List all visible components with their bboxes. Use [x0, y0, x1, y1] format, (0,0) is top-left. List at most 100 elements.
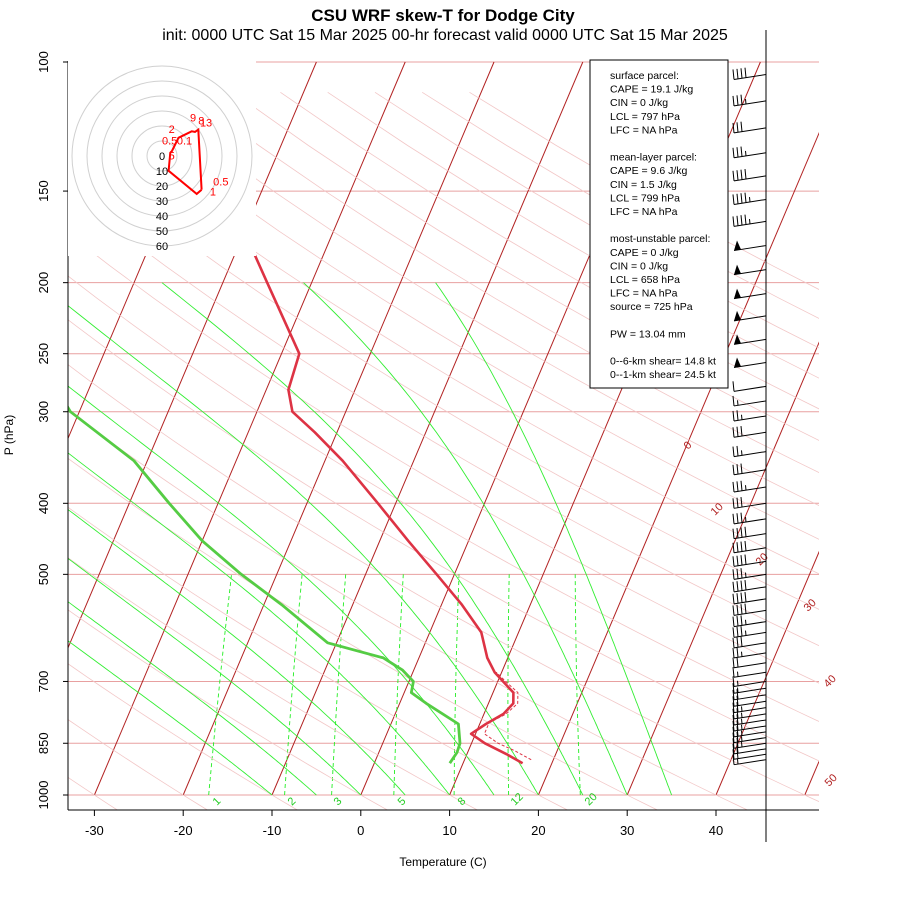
x-tick-label: -30	[85, 823, 104, 838]
wind-barb	[732, 381, 767, 392]
moist-adiabat	[68, 452, 450, 796]
wind-barb	[732, 192, 767, 205]
hodograph-ring	[146, 140, 178, 172]
y-axis-label: P (hPa)	[2, 415, 16, 455]
wind-barb	[732, 169, 767, 182]
hodograph-ring	[116, 110, 208, 202]
wind-barb	[732, 526, 767, 540]
hodograph-height-label: 0.1	[177, 135, 192, 147]
wind-barb	[733, 264, 767, 276]
dry-adiabat	[280, 91, 819, 410]
wind-barb	[732, 701, 767, 714]
x-tick-label: 10	[442, 823, 456, 838]
hodograph-height-label: 1	[210, 187, 216, 199]
y-tick-label: 250	[36, 343, 51, 365]
wind-barb	[732, 540, 767, 554]
hodograph-height-label: 9	[190, 112, 196, 124]
dry-adiabat	[68, 609, 389, 810]
wind-barb	[732, 426, 767, 438]
info-line: 0--6-km shear= 14.8 kt	[610, 356, 716, 368]
wind-barb	[732, 603, 767, 616]
y-tick-label: 400	[36, 492, 51, 514]
isotherm-40	[715, 550, 819, 796]
wind-barb	[732, 512, 767, 525]
x-tick-label: 0	[357, 823, 364, 838]
dry-adiabat	[68, 663, 299, 810]
moist-adiabat	[68, 557, 362, 796]
dry-adiabat	[68, 557, 479, 810]
hodograph-ring-label: 10	[156, 166, 168, 178]
wind-barb	[732, 737, 767, 749]
moist-adiabat	[68, 640, 273, 796]
wind-barb	[732, 657, 767, 669]
info-line: LFC = NA hPa	[610, 124, 678, 136]
wind-barb	[732, 754, 767, 766]
dry-adiabat	[68, 364, 819, 803]
mixing-ratio-12	[507, 574, 510, 796]
wind-barb	[732, 410, 767, 422]
mixing-ratio-1	[208, 574, 232, 796]
x-tick-label: 30	[620, 823, 634, 838]
moist-adiabat	[161, 282, 584, 796]
wind-barb	[732, 626, 767, 638]
wind-barb	[733, 310, 767, 322]
wind-barb	[732, 667, 767, 678]
isobar-lines	[68, 61, 819, 796]
x-tick-label: -20	[174, 823, 193, 838]
mixing-ratio-5	[393, 574, 404, 796]
info-line: PW = 13.04 mm	[610, 328, 686, 340]
hodograph-height-label: 5	[169, 150, 175, 162]
info-line: source = 725 hPa	[610, 301, 693, 313]
wind-barb	[732, 636, 767, 649]
parcel-profile	[483, 671, 532, 761]
x-axis-label: Temperature (C)	[399, 855, 486, 869]
dry-adiabat	[68, 233, 819, 684]
wind-barb	[733, 334, 767, 345]
info-line: 0--1-km shear= 24.5 kt	[610, 369, 716, 381]
hodograph-ring	[101, 95, 223, 217]
wind-barb	[732, 726, 767, 738]
x-tick-label: -10	[263, 823, 282, 838]
wind-barb	[732, 121, 767, 134]
wind-barb	[732, 683, 767, 694]
isotherm-20	[537, 131, 819, 796]
dry-adiabat	[68, 719, 209, 810]
info-line: LFC = NA hPa	[610, 206, 678, 218]
info-line: most-unstable parcel:	[610, 233, 710, 245]
x-axis-ticks: -30 -20 -10 0 10 20 30 40	[85, 810, 723, 838]
wind-barb	[732, 146, 767, 159]
y-tick-label: 700	[36, 671, 51, 693]
wind-barb	[732, 743, 767, 755]
moist-adiabat	[68, 601, 317, 796]
info-line: LCL = 658 hPa	[610, 274, 680, 286]
y-tick-label: 1000	[36, 781, 51, 810]
hodograph-trace	[167, 127, 203, 196]
info-line: LFC = NA hPa	[610, 288, 678, 300]
wind-barb	[733, 288, 767, 300]
temperature-profile	[133, 61, 524, 765]
dry-adiabat	[68, 319, 819, 762]
wind-barb	[733, 357, 767, 368]
wind-barb	[732, 731, 767, 744]
info-line: surface parcel:	[610, 70, 679, 82]
info-box-frame	[589, 59, 729, 389]
wind-barb	[732, 554, 767, 567]
hodograph-height-label: 0.5	[213, 177, 228, 189]
y-tick-label: 500	[36, 563, 51, 585]
dry-adiabat	[68, 111, 819, 575]
wind-barbs	[732, 67, 767, 766]
info-line: CAPE = 0 J/kg	[610, 247, 679, 259]
wind-barb	[732, 695, 767, 707]
y-tick-label: 100	[36, 51, 51, 73]
info-line: CIN = 0 J/kg	[610, 97, 668, 109]
dry-adiabat	[327, 91, 819, 379]
wind-barb	[733, 240, 767, 252]
wind-barb	[732, 568, 767, 580]
wind-barb	[732, 214, 767, 227]
isotherm-30	[626, 341, 819, 796]
y-tick-label: 850	[36, 732, 51, 754]
hodograph-ring-label: 60	[156, 241, 168, 253]
